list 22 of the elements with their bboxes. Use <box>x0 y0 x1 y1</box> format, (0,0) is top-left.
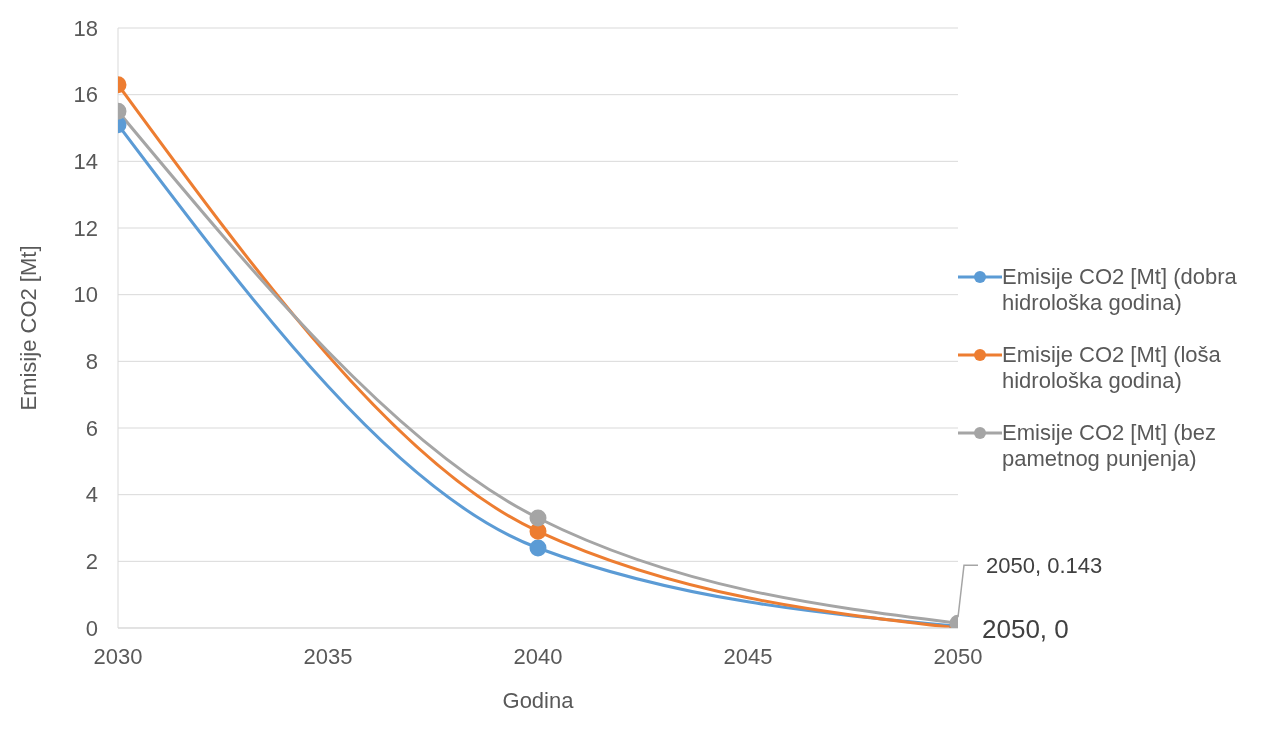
x-axis-title: Godina <box>502 688 575 713</box>
legend-label: Emisije CO2 [Mt] (loša hidrološka godina) <box>1002 342 1222 394</box>
y-tick-label: 14 <box>73 149 98 175</box>
y-tick-label: 8 <box>85 349 98 375</box>
annotation: 2050, 0.143 <box>986 553 1103 579</box>
y-tick-label: 0 <box>85 615 98 641</box>
y-tick-label: 10 <box>73 282 98 308</box>
y-tick-label: 6 <box>85 415 98 441</box>
y-tick-label: 2 <box>85 549 98 575</box>
x-tick-label: 2035 <box>303 643 353 669</box>
annotation: 2050, 0 <box>982 614 1069 644</box>
x-tick-label: 2045 <box>723 643 773 669</box>
legend-label: Emisije CO2 [Mt] (bez pametnog punjenja) <box>1002 420 1217 472</box>
y-tick-label: 16 <box>73 82 98 108</box>
x-tick-label: 2040 <box>513 643 563 669</box>
x-tick-label: 2050 <box>933 643 983 669</box>
y-axis-title: Emisije CO2 [Mt] <box>15 245 41 411</box>
x-tick-label: 2030 <box>93 643 143 669</box>
y-tick-label: 4 <box>85 482 98 508</box>
legend-label: Emisije CO2 [Mt] (dobra hidrološka godina) <box>1002 264 1238 316</box>
y-tick-label: 12 <box>73 215 98 241</box>
y-tick-label: 18 <box>73 15 98 41</box>
